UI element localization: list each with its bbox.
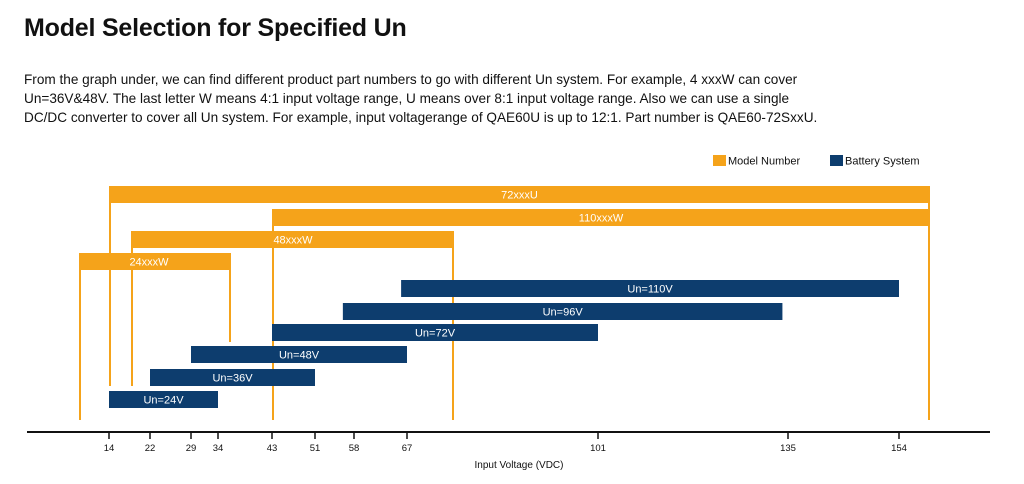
x-tick-label-135: 135 — [780, 443, 796, 454]
battery-bar-un-72v — [272, 324, 598, 341]
x-tick-label-34: 34 — [213, 443, 224, 454]
x-tick-label-22: 22 — [145, 443, 156, 454]
description-line-3: DC/DC converter to cover all Un system. … — [24, 110, 818, 125]
x-tick-label-43: 43 — [267, 443, 278, 454]
model-bar-72xxxu — [109, 186, 930, 203]
model-bar-label-48xxxw: 48xxxW — [273, 235, 313, 247]
x-axis-label: Input Voltage (VDC) — [475, 460, 564, 471]
battery-bar-un-48v — [191, 346, 407, 363]
battery-bar-label-un-48v: Un=48V — [279, 350, 320, 362]
x-tick-label-67: 67 — [402, 443, 413, 454]
battery-bar-label-un-96v: Un=96V — [543, 307, 584, 319]
description-line-1: From the graph under, we can find differ… — [24, 72, 798, 87]
model-bar-48xxxw — [131, 231, 454, 248]
x-tick-label-58: 58 — [349, 443, 360, 454]
x-tick-label-154: 154 — [891, 443, 907, 454]
x-tick-label-101: 101 — [590, 443, 606, 454]
battery-bar-label-un-110v: Un=110V — [627, 284, 673, 296]
battery-bar-label-un-24v: Un=24V — [143, 395, 184, 407]
battery-bar-label-un-72v: Un=72V — [415, 328, 456, 340]
battery-bar-un-24v — [109, 391, 218, 408]
x-tick-label-14: 14 — [104, 443, 115, 454]
model-bar-label-72xxxu: 72xxxU — [501, 190, 538, 202]
description-line-2: Un=36V&48V. The last letter W means 4:1 … — [24, 91, 790, 106]
legend-label-model-number: Model Number — [728, 156, 800, 168]
model-bar-110xxxw — [272, 209, 930, 226]
legend-swatch-model-number — [713, 155, 726, 166]
model-bar-label-110xxxw: 110xxxW — [579, 213, 624, 225]
battery-bar-un-110v — [401, 280, 899, 297]
legend-swatch-battery-system — [830, 155, 843, 166]
x-tick-label-29: 29 — [186, 443, 197, 454]
battery-bar-un-96v — [342, 303, 783, 320]
model-bar-label-24xxxw: 24xxxW — [129, 257, 169, 269]
description: From the graph under, we can find differ… — [24, 70, 1009, 127]
battery-bar-label-un-36v: Un=36V — [212, 373, 253, 385]
page-title: Model Selection for Specified Un — [24, 14, 407, 42]
x-tick-label-51: 51 — [310, 443, 321, 454]
model-bar-24xxxw — [79, 253, 231, 270]
battery-bar-un-36v — [150, 369, 315, 386]
legend-label-battery-system: Battery System — [845, 156, 920, 168]
